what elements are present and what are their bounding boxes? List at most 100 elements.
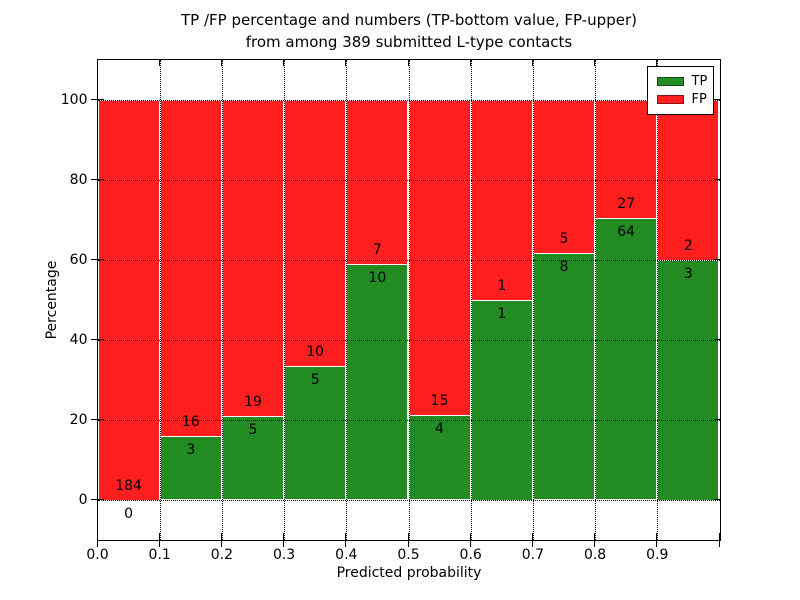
- tp-count-label: 5: [248, 422, 258, 439]
- x-tick-mark: [407, 532, 409, 547]
- fp-bar-segment: [221, 99, 285, 417]
- fp-count-label: 19: [244, 394, 262, 411]
- tp-bar-segment: [159, 436, 222, 500]
- x-tick-label: 0.3: [272, 546, 296, 563]
- y-tick-mark-right: [713, 178, 720, 180]
- fp-count-label: 2: [683, 237, 693, 254]
- x-tick-mark: [283, 532, 285, 547]
- fp-bar-segment: [346, 99, 409, 265]
- fp-count-label: 7: [372, 242, 382, 259]
- y-tick-mark: [90, 338, 104, 340]
- fp-count-label: 184: [115, 477, 142, 494]
- tp-bar-segment: [532, 253, 596, 500]
- tp-count-label: 3: [186, 442, 196, 459]
- vertical-gridline: [159, 59, 161, 540]
- tp-count-label: 3: [683, 265, 693, 282]
- fp-legend-label: FP: [691, 91, 707, 107]
- x-tick-mark: [469, 532, 471, 547]
- x-tick-mark: [594, 532, 596, 547]
- tp-bar-segment: [657, 259, 720, 500]
- x-tick-mark-top: [220, 59, 222, 66]
- y-tick-mark-right: [713, 418, 720, 420]
- y-tick-mark: [90, 98, 104, 100]
- horizontal-gridline: [97, 499, 720, 501]
- chart-title-line1: TP /FP percentage and numbers (TP-bottom…: [181, 11, 637, 29]
- y-tick-label: 20: [69, 411, 88, 428]
- fp-bar-segment: [532, 99, 596, 254]
- x-tick-mark-top: [594, 59, 596, 66]
- x-tick-mark: [656, 532, 658, 547]
- vertical-gridline: [532, 59, 534, 540]
- x-tick-mark-top: [407, 59, 409, 66]
- fp-bar-segment: [408, 99, 471, 416]
- fp-count-label: 1: [497, 277, 507, 294]
- horizontal-gridline: [97, 419, 720, 421]
- x-tick-label: 0.0: [86, 546, 109, 563]
- y-tick-label: 40: [69, 331, 88, 348]
- x-tick-mark: [220, 532, 222, 547]
- y-tick-mark-right: [713, 98, 720, 100]
- vertical-gridline: [657, 59, 659, 540]
- fp-count-label: 15: [430, 393, 449, 410]
- legend: TP FP: [646, 65, 714, 115]
- tp-bar-segment: [346, 264, 409, 500]
- fp-count-label: 10: [306, 344, 325, 361]
- x-tick-mark-top: [531, 59, 533, 66]
- x-tick-mark-top: [158, 59, 160, 66]
- y-tick-mark-right: [713, 498, 720, 500]
- legend-entry-tp: TP: [656, 73, 708, 91]
- vertical-gridline: [221, 59, 223, 540]
- legend-entry-fp: FP: [656, 91, 707, 109]
- tp-bar-segment: [284, 366, 347, 500]
- x-tick-mark: [158, 532, 160, 547]
- y-tick-label: 0: [78, 491, 88, 508]
- tp-count-label: 0: [124, 505, 134, 522]
- fp-count-label: 27: [617, 196, 636, 213]
- horizontal-gridline: [97, 179, 720, 181]
- y-tick-mark: [90, 178, 104, 180]
- fp-bar-segment: [97, 99, 160, 500]
- fp-count-label: 5: [559, 231, 569, 248]
- tp-count-label: 4: [435, 421, 445, 438]
- fp-bar-segment: [595, 99, 658, 219]
- x-axis-label: Predicted probability: [336, 565, 482, 581]
- vertical-gridline: [470, 59, 472, 540]
- tp-count-label: 10: [368, 270, 387, 287]
- fp-bar-segment: [470, 99, 533, 300]
- x-tick-label: 0.6: [459, 546, 482, 563]
- fp-count-label: 16: [181, 414, 200, 431]
- y-tick-mark: [90, 418, 104, 420]
- x-tick-label: 0.8: [583, 546, 607, 563]
- tp-bar-segment: [221, 416, 285, 500]
- tp-legend-swatch: [656, 77, 684, 86]
- tp-count-label: 8: [559, 259, 569, 276]
- tp-legend-label: TP: [691, 73, 708, 89]
- x-tick-mark: [345, 532, 347, 547]
- x-tick-mark: [718, 532, 720, 547]
- x-tick-label: 0.9: [646, 546, 669, 563]
- tp-count-label: 1: [497, 305, 507, 322]
- x-tick-mark: [531, 532, 533, 547]
- tp-count-label: 64: [617, 224, 636, 241]
- y-tick-mark-right: [713, 258, 720, 260]
- vertical-gridline: [408, 59, 410, 540]
- chart-title: TP /FP percentage and numbers (TP-bottom…: [98, 9, 720, 53]
- y-tick-label: 100: [60, 91, 88, 108]
- y-tick-label: 80: [69, 171, 88, 188]
- x-tick-mark-top: [283, 59, 285, 66]
- y-tick-mark: [90, 498, 104, 500]
- x-tick-mark-top: [345, 59, 347, 66]
- chart-title-line2: from among 389 submitted L-type contacts: [245, 33, 573, 51]
- plot-area: 184 0 16 3 19 5 10 5 7 10 15 4 1 1 5 8 27 64 2 3 0 20 40 60 80 10…: [61, 58, 721, 563]
- fp-bar-segment: [159, 99, 222, 437]
- x-tick-label: 0.2: [210, 546, 234, 563]
- x-tick-mark: [96, 532, 98, 547]
- tp-bar-segment: [408, 415, 471, 500]
- fp-legend-swatch: [656, 95, 684, 104]
- vertical-gridline: [346, 59, 348, 540]
- horizontal-gridline: [97, 259, 720, 261]
- x-tick-mark-top: [656, 59, 658, 66]
- tp-count-label: 5: [310, 372, 320, 389]
- y-axis-label: Percentage: [44, 260, 60, 340]
- vertical-gridline: [595, 59, 597, 540]
